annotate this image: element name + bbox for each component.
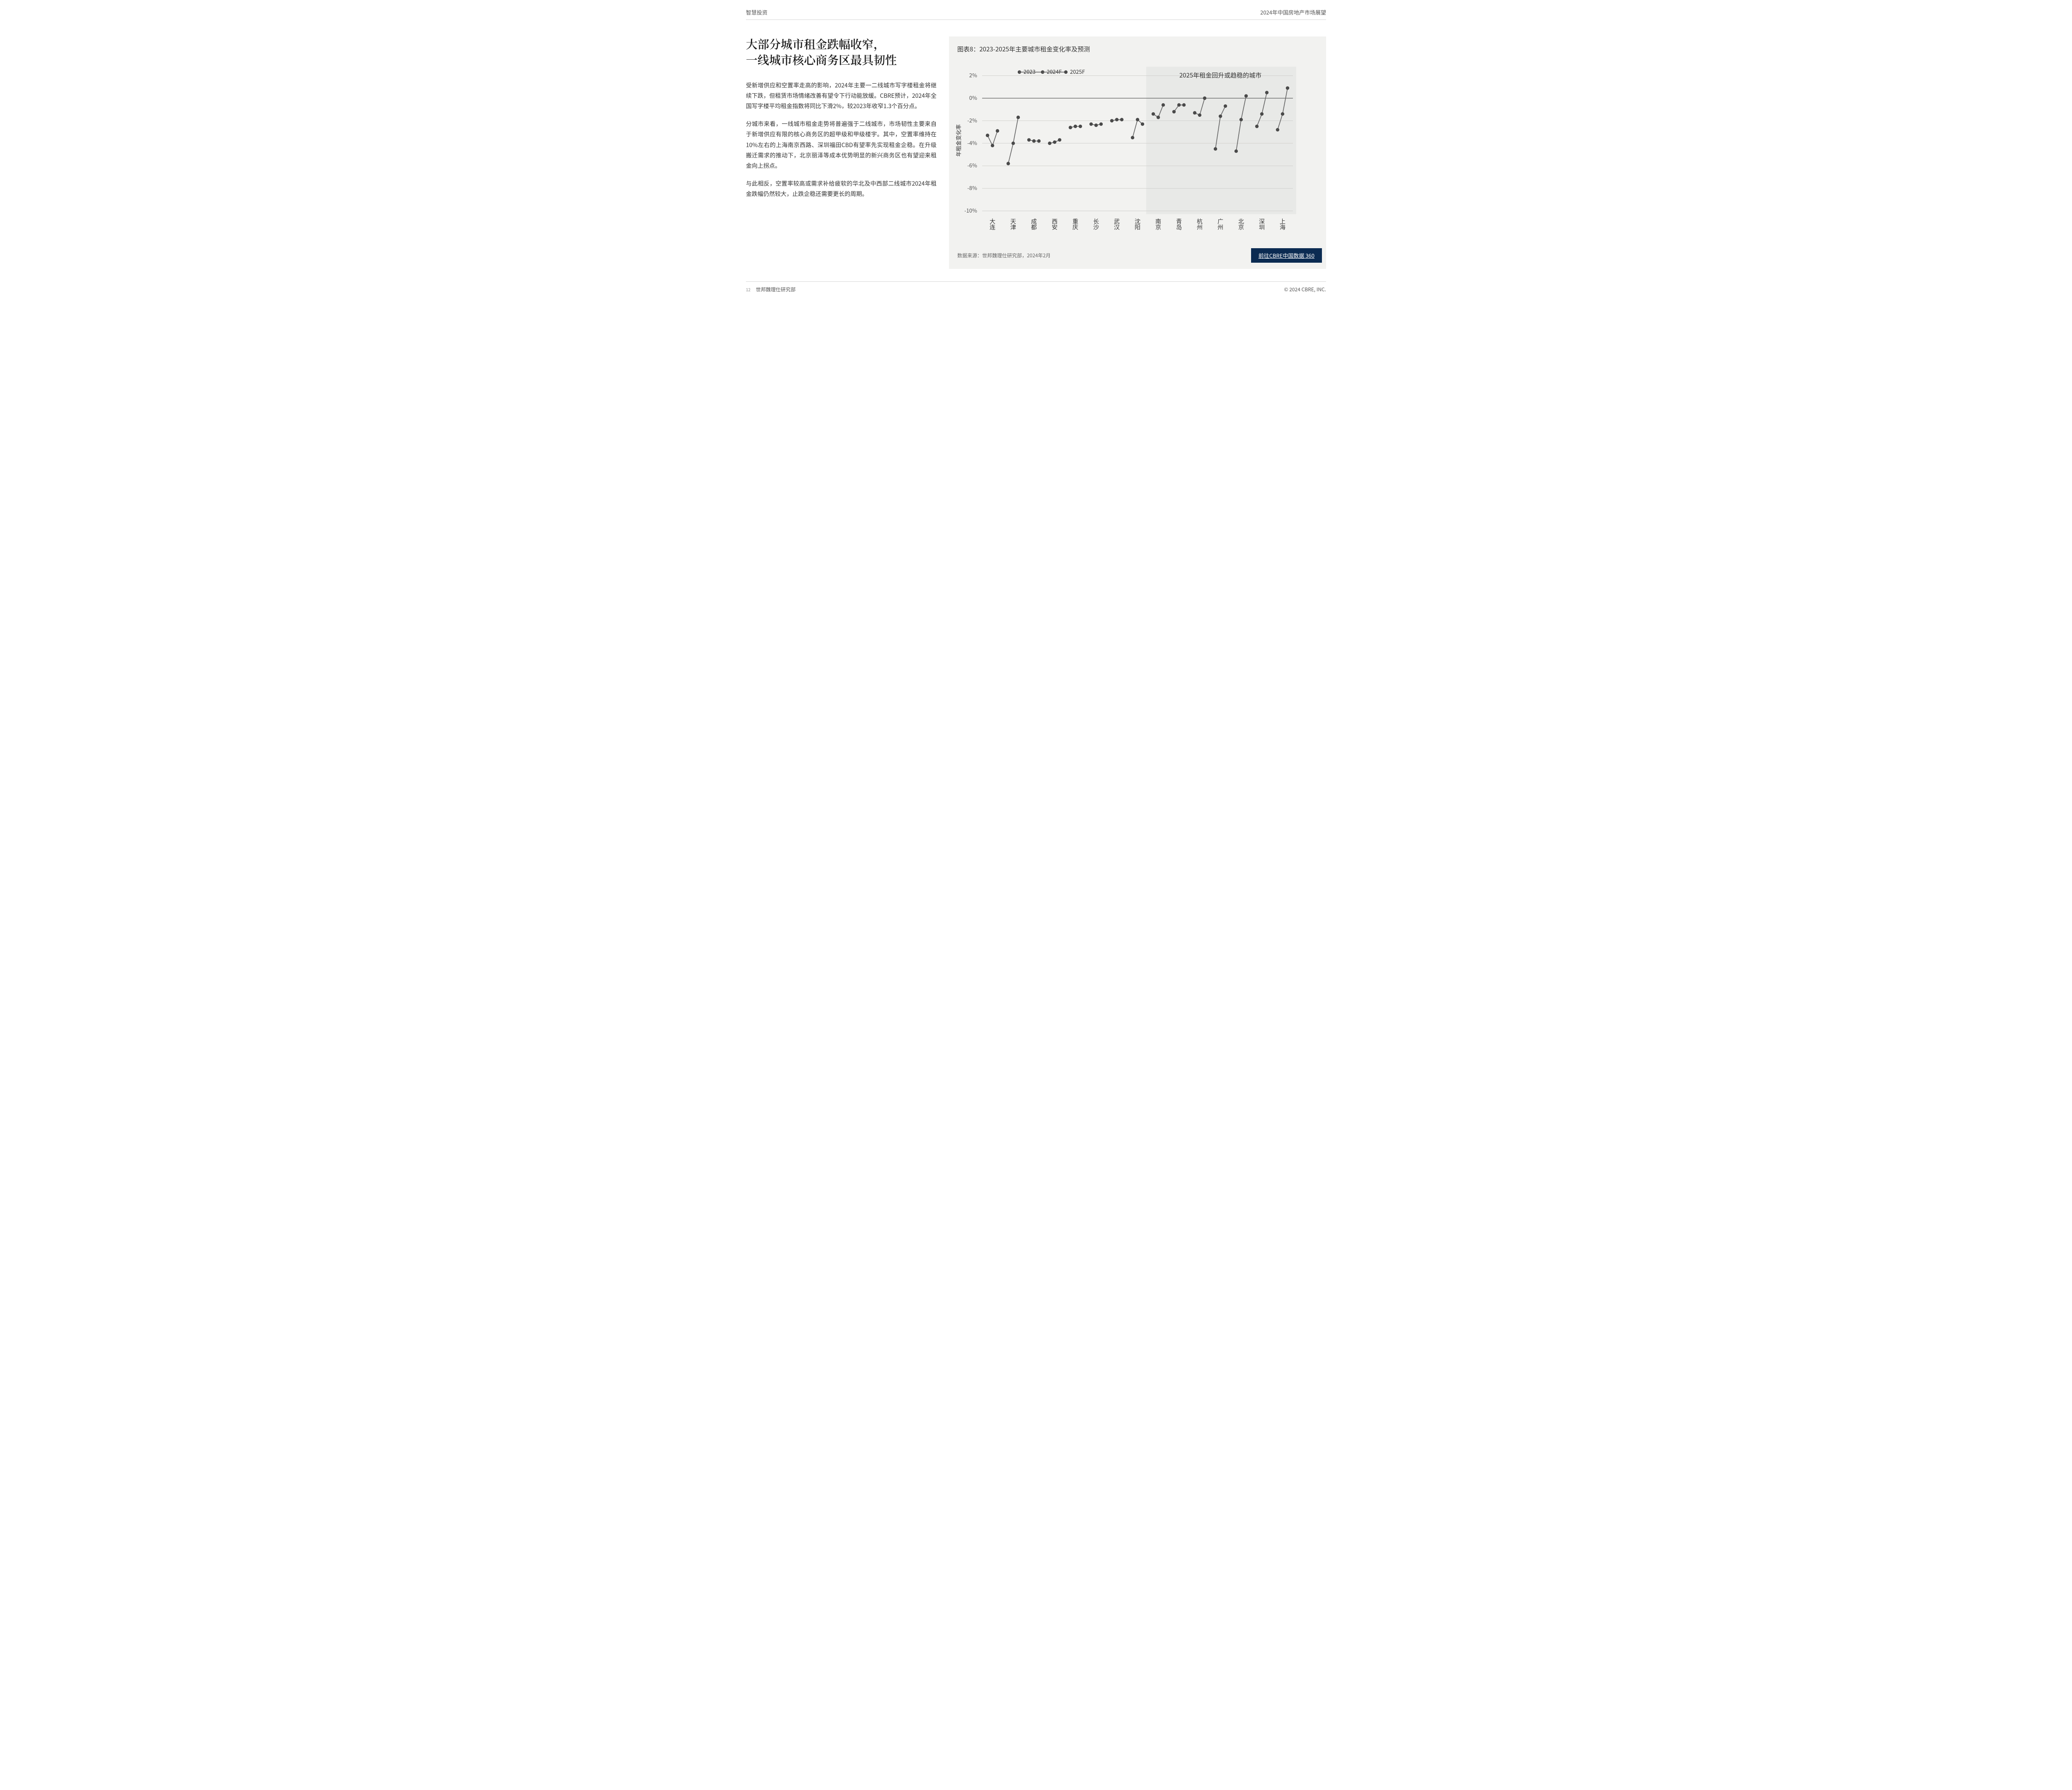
svg-text:长沙: 长沙	[1092, 218, 1100, 230]
svg-text:大连: 大连	[988, 218, 997, 230]
footer-dept: 世邦魏理仕研究部	[756, 286, 796, 293]
svg-text:南京: 南京	[1154, 218, 1162, 230]
title-line-2: 一线城市核心商务区最具韧性	[746, 51, 897, 68]
chart-svg-container: 2% 0% -2% -4% -6% -8% -10% 年租金变化率 2023 2024F 2025F…	[953, 62, 1322, 238]
left-column: 大部分城市租金跌幅收窄， 一线城市核心商务区最具韧性 受新增供应和空置率走高的影…	[746, 36, 937, 269]
svg-text:广州: 广州	[1216, 218, 1225, 230]
page-number: 12	[746, 286, 750, 293]
svg-text:天津: 天津	[1009, 218, 1017, 230]
svg-text:2024F: 2024F	[1047, 68, 1062, 75]
paragraph-3: 与此相反，空置率较高或需求补给疲软的华北及中西部二线城市2024年租金跌幅仍然较…	[746, 179, 937, 199]
svg-text:年租金变化率: 年租金变化率	[954, 124, 962, 157]
page-footer: 12 世邦魏理仕研究部 © 2024 CBRE, INC.	[746, 281, 1326, 293]
chart-title: 图表8：2023-2025年主要城市租金变化率及预测	[957, 45, 1322, 53]
header-right: 2024年中国房地产市场展望	[1260, 8, 1326, 16]
main-content: 大部分城市租金跌幅收窄， 一线城市核心商务区最具韧性 受新增供应和空置率走高的影…	[746, 36, 1326, 269]
rent-change-chart: 2% 0% -2% -4% -6% -8% -10% 年租金变化率 2023 2024F 2025F…	[953, 62, 1297, 236]
data360-link-button[interactable]: 前往CBRE中国数据 360	[1251, 248, 1322, 263]
paragraph-1: 受新增供应和空置率走高的影响，2024年主要一二线城市写字楼租金将继续下跌，但租…	[746, 80, 937, 112]
svg-text:-6%: -6%	[967, 161, 977, 169]
svg-text:上海: 上海	[1278, 218, 1287, 230]
paragraph-2: 分城市来看，一线城市租金走势将普遍强于二线城市，市场韧性主要来自于新增供应有限的…	[746, 119, 937, 171]
title-line-1: 大部分城市租金跌幅收窄，	[746, 36, 885, 52]
svg-text:西安: 西安	[1051, 218, 1059, 230]
footer-left: 12 世邦魏理仕研究部	[746, 286, 796, 293]
section-title: 大部分城市租金跌幅收窄， 一线城市核心商务区最具韧性	[746, 36, 937, 68]
svg-text:-2%: -2%	[967, 116, 977, 124]
svg-text:青岛: 青岛	[1175, 218, 1183, 230]
page-header: 智慧投资 2024年中国房地产市场展望	[746, 8, 1326, 20]
svg-text:重庆: 重庆	[1071, 218, 1080, 230]
svg-text:北京: 北京	[1237, 218, 1245, 230]
svg-text:2025F: 2025F	[1070, 68, 1085, 75]
svg-text:沈阳: 沈阳	[1133, 218, 1142, 230]
svg-text:-10%: -10%	[964, 206, 977, 214]
svg-text:成都: 成都	[1030, 218, 1038, 230]
right-column: 图表8：2023-2025年主要城市租金变化率及预测 2% 0% -2% -4% -6%…	[949, 36, 1326, 269]
chart-panel: 图表8：2023-2025年主要城市租金变化率及预测 2% 0% -2% -4% -6%…	[949, 36, 1326, 269]
header-left: 智慧投资	[746, 8, 767, 16]
svg-text:武汉: 武汉	[1113, 218, 1121, 230]
svg-text:2%: 2%	[969, 71, 977, 79]
svg-text:杭州: 杭州	[1196, 218, 1204, 230]
svg-text:2023: 2023	[1024, 68, 1036, 75]
data-source: 数据来源：世邦魏理仕研究部，2024年2月	[957, 252, 1051, 259]
svg-text:2025年租金回升或趋稳的城市: 2025年租金回升或趋稳的城市	[1179, 71, 1261, 80]
chart-footer-row: 数据来源：世邦魏理仕研究部，2024年2月 前往CBRE中国数据 360	[953, 248, 1322, 263]
svg-text:0%: 0%	[969, 94, 977, 102]
svg-text:-4%: -4%	[967, 139, 977, 147]
svg-text:深圳: 深圳	[1258, 218, 1266, 230]
svg-text:-8%: -8%	[967, 184, 977, 192]
footer-copyright: © 2024 CBRE, INC.	[1284, 286, 1326, 293]
